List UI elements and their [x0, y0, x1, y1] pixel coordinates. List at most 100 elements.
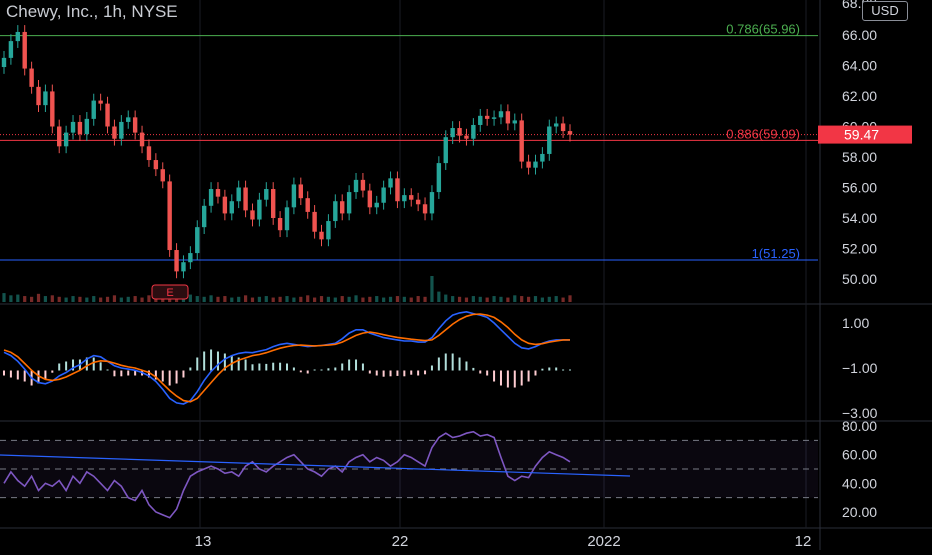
macd-histogram-bar — [499, 370, 502, 386]
macd-histogram-bar — [216, 351, 219, 371]
volume-bar — [237, 296, 241, 302]
volume-bar — [119, 297, 123, 302]
volume-bar — [506, 297, 510, 302]
candle-body — [374, 202, 379, 208]
candle-body — [229, 201, 234, 214]
volume-bar — [319, 296, 324, 302]
macd-histogram-bar — [37, 370, 40, 384]
macd-histogram-bar — [189, 367, 192, 371]
fib-level-label: 0.786(65.96) — [726, 22, 800, 37]
macd-histogram-bar — [506, 370, 509, 388]
candle-body — [57, 126, 62, 147]
candle-body — [160, 169, 165, 182]
candle-body — [340, 201, 345, 214]
macd-histogram-bar — [396, 370, 399, 376]
volume-bar — [471, 296, 475, 302]
candle-body — [250, 210, 255, 220]
candle-body — [540, 153, 545, 162]
candle-body — [491, 117, 497, 119]
macd-histogram-bar — [72, 359, 75, 371]
volume-bar — [50, 295, 54, 302]
volume-bar — [71, 296, 75, 302]
y-tick-label: 66.00 — [842, 27, 877, 43]
fib-level-label: 0.886(59.09) — [726, 126, 800, 141]
volume-bar — [437, 291, 441, 302]
volume-bar — [147, 295, 151, 302]
macd-histogram-bar — [23, 370, 26, 382]
macd-histogram-bar — [85, 357, 88, 371]
volume-bar — [423, 296, 427, 302]
macd-histogram-bar — [513, 370, 516, 388]
volume-bar — [451, 296, 455, 302]
candle-body — [98, 100, 103, 104]
volume-bar — [478, 296, 482, 302]
y-tick-label: −3.00 — [842, 405, 878, 421]
volume-bar — [78, 296, 82, 302]
volume-bar — [223, 296, 227, 302]
currency-button[interactable]: USD — [862, 1, 908, 21]
last-price-tag — [818, 125, 912, 144]
macd-histogram-bar — [203, 351, 206, 371]
candle-body — [305, 198, 310, 212]
candle-body — [132, 117, 138, 133]
volume-bar — [271, 297, 275, 302]
volume-bar — [140, 297, 144, 302]
candle-body — [464, 135, 469, 139]
volume-bar — [492, 296, 496, 302]
volume-bar — [409, 297, 413, 302]
macd-histogram-bar — [341, 363, 344, 371]
volume-bar — [395, 296, 400, 302]
candle-body — [167, 181, 172, 251]
candle-body — [119, 121, 124, 139]
earnings-marker: E — [151, 284, 189, 300]
volume-bar — [2, 293, 6, 302]
volume-bar — [126, 296, 130, 302]
candle-body — [70, 121, 76, 133]
y-tick-label: 58.00 — [842, 149, 877, 165]
volume-bar — [333, 297, 337, 302]
macd-histogram-bar — [154, 370, 157, 380]
macd-histogram-bar — [306, 370, 309, 374]
macd-series-line — [3, 313, 570, 403]
macd-histogram-bar — [313, 369, 316, 371]
candle-body — [146, 146, 152, 161]
candle-body — [188, 253, 193, 263]
macd-histogram-bar — [348, 359, 351, 371]
candle-body — [353, 179, 359, 193]
trend-line — [0, 454, 631, 477]
volume-bar — [464, 297, 469, 302]
macd-histogram-bar — [465, 361, 468, 371]
macd-histogram-bar — [127, 370, 130, 376]
candle-body — [236, 187, 241, 202]
candle-body — [450, 128, 455, 138]
y-tick-label: 64.00 — [842, 58, 877, 74]
macd-histogram-bar — [444, 353, 447, 371]
macd-histogram-bar — [299, 370, 302, 373]
candle-body — [22, 31, 27, 69]
volume-bar — [306, 295, 310, 302]
volume-bar — [326, 296, 331, 302]
volume-bar — [354, 295, 358, 302]
macd-histogram-bar — [244, 359, 247, 371]
volume-bar — [388, 296, 393, 302]
candle-body — [533, 161, 538, 168]
macd-histogram-bar — [375, 370, 378, 376]
candle-body — [381, 187, 386, 203]
candle-body — [429, 192, 435, 214]
volume-bar — [30, 296, 34, 302]
volume-bar — [547, 296, 551, 302]
volume-bar — [361, 297, 365, 302]
x-tick-label: 2022 — [587, 533, 620, 550]
candle-body — [77, 121, 83, 135]
candle-body — [333, 201, 338, 222]
candle-body — [208, 189, 214, 206]
macd-histogram-bar — [382, 370, 385, 377]
candle-body — [553, 123, 559, 127]
candle-body — [15, 31, 21, 42]
macd-histogram-bar — [251, 364, 254, 371]
macd-histogram-bar — [120, 370, 123, 377]
earnings-label: E — [166, 287, 173, 299]
symbol-title[interactable]: Chewy, Inc., 1h, NYSE — [6, 2, 178, 21]
candle-body — [512, 120, 517, 124]
